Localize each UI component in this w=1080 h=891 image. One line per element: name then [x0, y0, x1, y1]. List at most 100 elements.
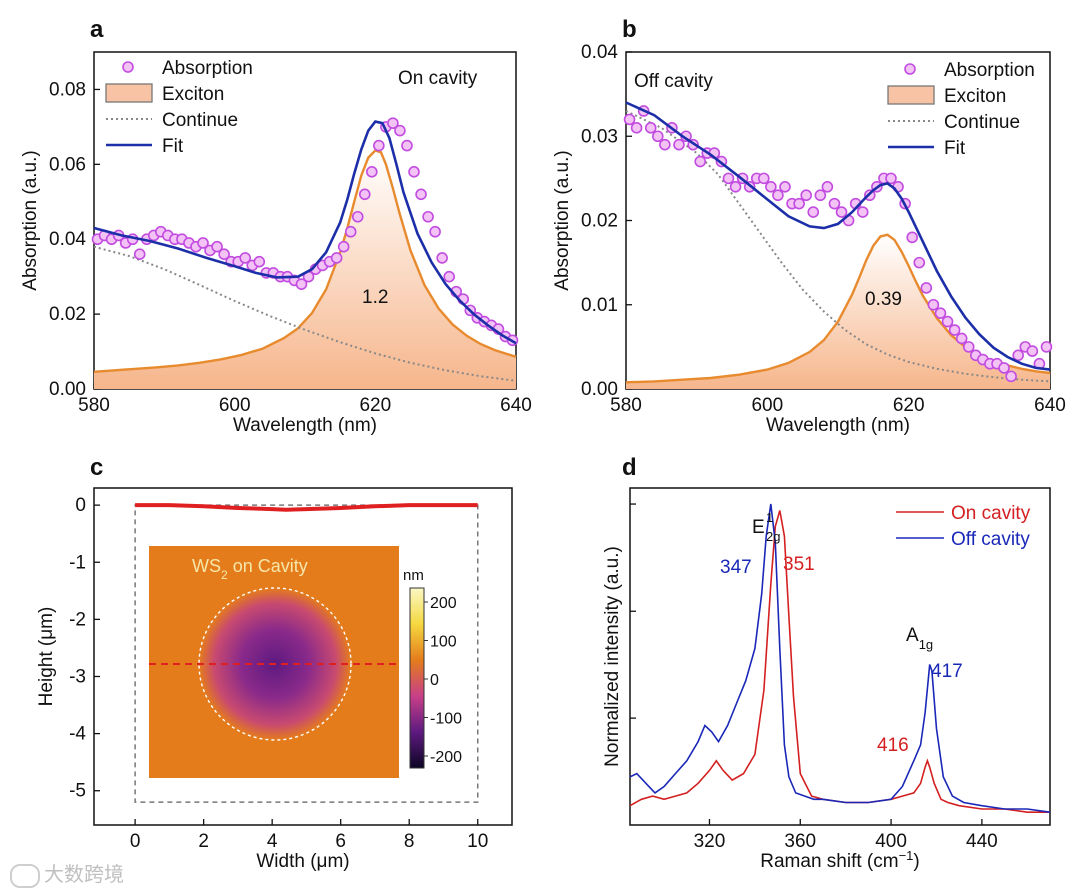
x-axis-label-main: Raman shift (cm: [760, 851, 898, 872]
panel-b-axes: 580 600 620 640 0.00 0.01 0.02 0.03 0.04 Waveleng…: [552, 42, 1066, 436]
y-tick-label: -5: [69, 781, 86, 802]
legend-entry: Continue: [944, 112, 1020, 133]
panel-label-d: d: [622, 454, 637, 481]
absorption-point: [623, 113, 636, 126]
legend-entry: Continue: [162, 110, 238, 131]
panel-label-b: b: [622, 16, 637, 43]
legend-entry: Absorption: [162, 58, 253, 79]
peak-label-off-a1g: 417: [931, 661, 963, 682]
y-tick-label: -4: [69, 724, 86, 745]
exciton-area: [94, 150, 516, 389]
absorption-point: [913, 256, 926, 269]
y-tick-label: 0.06: [49, 154, 86, 175]
absorption-point: [941, 315, 954, 328]
panel-b-area-label: 0.39: [865, 289, 902, 310]
x-axis-label: Wavelength (nm): [766, 415, 910, 436]
x-tick-label: 0: [130, 831, 141, 852]
panel-a-annotation: On cavity: [398, 68, 478, 89]
absorption-point: [408, 166, 420, 178]
x-tick-label: 620: [359, 395, 391, 416]
legend-marker-exciton: [105, 83, 153, 103]
x-axis-label: Wavelength (nm): [233, 415, 377, 436]
panel-label-a: a: [90, 16, 104, 43]
watermark: 大数跨境: [10, 858, 124, 888]
absorption-point: [757, 172, 770, 185]
absorption-point: [828, 197, 841, 210]
y-axis-label: Normalized intensity (a.u.): [602, 546, 623, 767]
absorption-point: [197, 237, 209, 249]
absorption-point: [885, 172, 897, 185]
absorption-point: [373, 139, 385, 152]
absorption-point: [253, 255, 266, 268]
a1g-peak-label: A1g: [906, 625, 933, 652]
y-tick-label: 0.04: [49, 229, 86, 250]
absorption-point: [211, 240, 223, 253]
legend-entry: Exciton: [162, 84, 224, 105]
absorption-point: [337, 240, 350, 253]
panel-d-axes: 320 360 400 440 Raman shift (cm−1) Normalized…: [602, 487, 1051, 872]
absorption-point: [955, 332, 968, 345]
absorption-point: [998, 362, 1010, 374]
y-tick-label: 0.04: [581, 42, 618, 63]
panel-b-series: [623, 101, 1053, 389]
absorption-point: [295, 278, 308, 290]
absorption-point: [659, 138, 671, 151]
cavity-outline: [134, 504, 479, 803]
x-tick-label: 400: [875, 831, 907, 852]
e2g-main: E: [752, 517, 765, 538]
exciton-area: [626, 234, 1050, 389]
peak-label-on-e2g: 351: [783, 554, 815, 575]
inset-title-tail: on Cavity: [228, 556, 308, 576]
absorption-point: [436, 252, 448, 264]
height-profile-line: [135, 503, 478, 512]
legend-entry: Off cavity: [951, 529, 1030, 550]
inset-title: WS2 on Cavity: [192, 556, 308, 582]
colorbar-tick-label: 200: [430, 595, 457, 612]
x-tick-label: 580: [78, 395, 110, 416]
absorption-point: [630, 122, 643, 134]
panel-d-legend: On cavity Off cavity: [896, 503, 1031, 550]
absorption-point: [394, 124, 406, 137]
x-tick-label: 6: [335, 831, 346, 852]
absorption-point: [765, 181, 777, 193]
a1g-sub: 1g: [919, 637, 933, 652]
x-tick-label: 8: [404, 831, 415, 852]
fit-line: [625, 101, 1051, 371]
panel-a-area-label: 1.2: [362, 287, 388, 308]
absorption-point: [443, 270, 455, 283]
absorption-point: [927, 298, 940, 311]
absorption-point: [387, 117, 399, 129]
colorbar: [409, 587, 425, 769]
peak-label-on-a1g: 416: [877, 735, 909, 756]
x-axis-label-tail: ): [913, 851, 919, 872]
absorption-point: [962, 341, 975, 353]
y-tick-label: 0.02: [49, 304, 86, 325]
absorption-point: [358, 188, 371, 201]
absorption-point: [856, 206, 869, 218]
panel-a-axes: 580 600 620 640 0.00 0.02 0.04 0.06 0.08 Waveleng…: [20, 51, 532, 436]
watermark-text: 大数跨境: [44, 862, 124, 886]
x-tick-label: 10: [467, 831, 488, 852]
panel-a-legend: Absorption Exciton Continue Fit: [105, 58, 253, 157]
panel-c-inset: WS2 on Cavity nm 200 100 0 -100 -200: [149, 546, 462, 778]
absorption-point: [429, 225, 441, 238]
absorption-point: [330, 252, 343, 264]
e2g-sub: 2g: [766, 529, 780, 544]
absorption-point: [344, 225, 357, 238]
absorption-point: [772, 189, 784, 202]
colorbar-tick-label: 0: [430, 672, 439, 689]
colorbar-tick-label: -200: [430, 749, 462, 766]
absorption-point: [644, 122, 657, 134]
inset-well-outline: [198, 587, 352, 741]
absorption-point: [920, 282, 933, 294]
legend-entry: Fit: [944, 138, 966, 159]
colorbar-tick-label: -100: [430, 711, 462, 728]
absorption-point: [415, 188, 427, 201]
panel-label-c: c: [90, 454, 103, 481]
x-tick-label: 640: [500, 395, 532, 416]
y-tick-label: 0.01: [581, 295, 618, 316]
absorption-point: [821, 181, 834, 193]
absorption-point: [1005, 370, 1017, 383]
absorption-point: [1026, 345, 1039, 357]
